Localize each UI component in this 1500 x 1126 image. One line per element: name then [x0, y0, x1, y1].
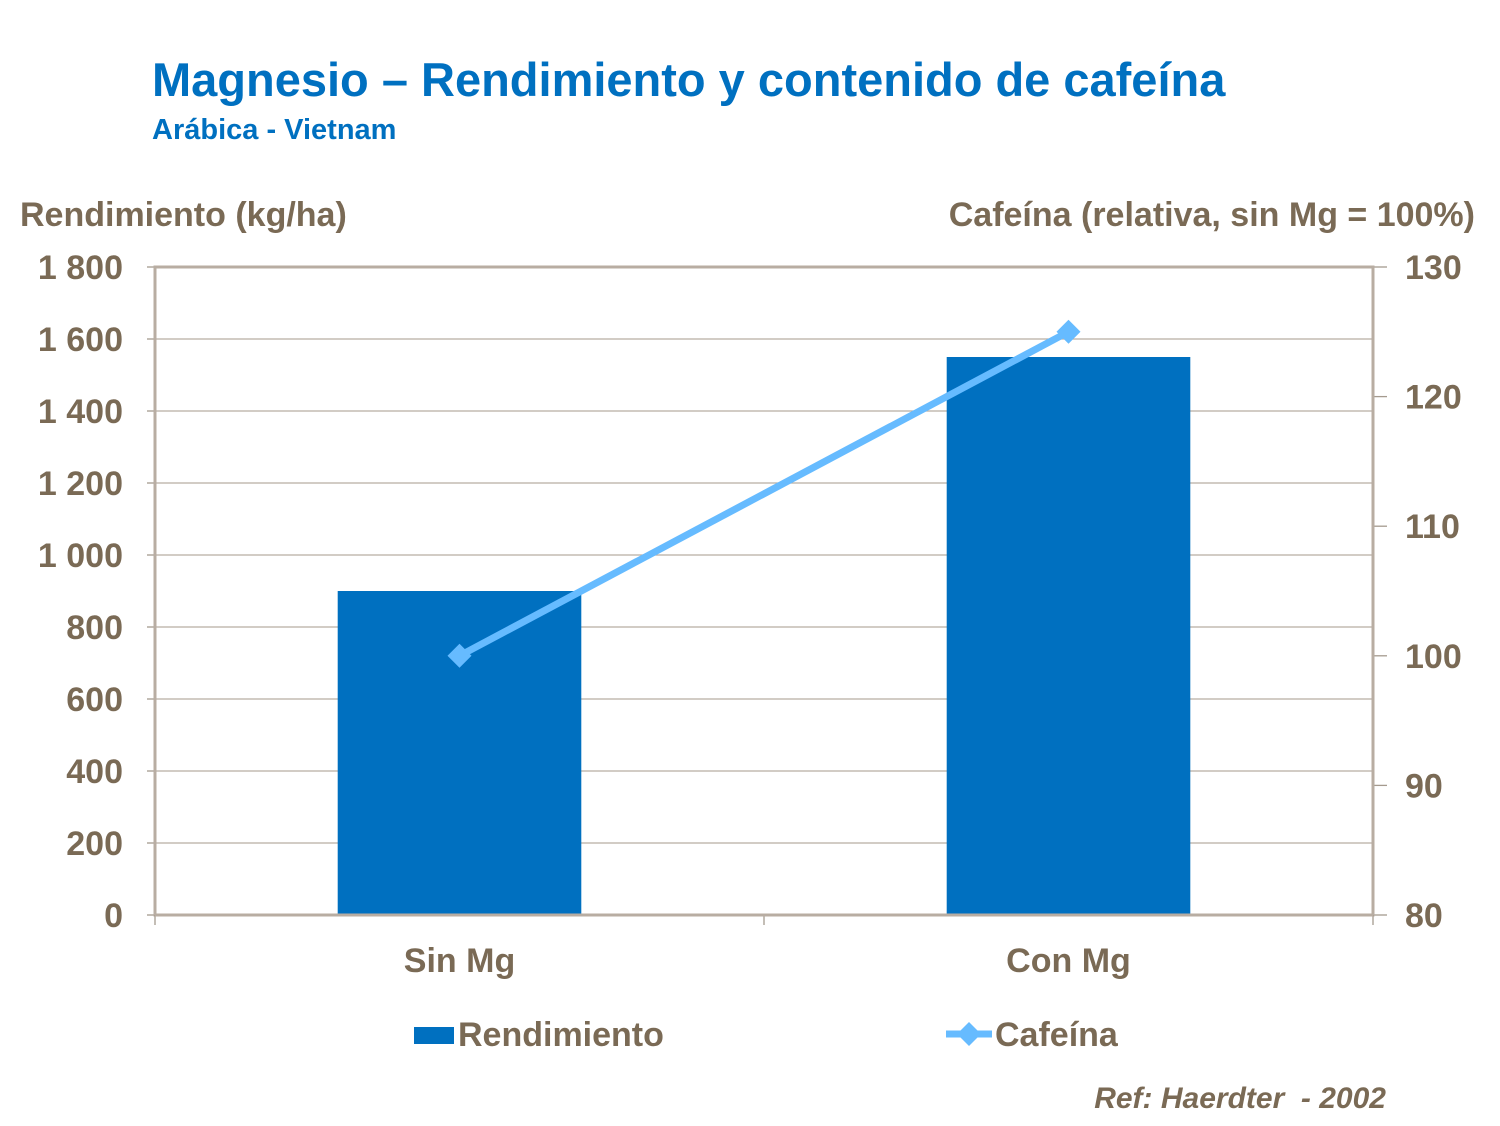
y-tick-label: 1 200	[38, 465, 123, 503]
y-right-tick-label: 80	[1405, 897, 1443, 935]
source-reference: Ref: Haerdter - 2002	[1094, 1082, 1386, 1115]
chart-title: Magnesio – Rendimiento y contenido de ca…	[152, 53, 1226, 106]
cafeina-marker	[1056, 319, 1081, 344]
legend-swatch-rendimiento	[414, 1027, 454, 1044]
y-tick-label: 400	[66, 753, 123, 791]
y-tick-label: 0	[104, 897, 123, 935]
y-right-tick-label: 90	[1405, 767, 1443, 805]
y-tick-label: 1 000	[38, 537, 123, 575]
y-right-tick-label: 120	[1405, 379, 1462, 417]
x-tick-label: Con Mg	[1006, 942, 1131, 980]
legend-label-rendimiento: Rendimiento	[458, 1016, 664, 1054]
y-tick-label: 1 600	[38, 321, 123, 359]
y-tick-label: 800	[66, 609, 123, 647]
y-tick-label: 1 400	[38, 393, 123, 431]
x-tick-label: Sin Mg	[404, 942, 515, 980]
y-right-tick-label: 100	[1405, 638, 1462, 676]
y-right-tick-label: 110	[1405, 508, 1460, 546]
y-tick-label: 1 800	[38, 249, 123, 287]
legend-marker-cafeina	[957, 1022, 981, 1046]
y-axis-title: Rendimiento (kg/ha)	[20, 196, 347, 234]
y-tick-label: 600	[66, 681, 123, 719]
bar-con-mg	[946, 357, 1191, 915]
chart-subtitle: Arábica - Vietnam	[152, 114, 397, 146]
bar-sin-mg	[337, 591, 582, 915]
y-right-tick-label: 130	[1405, 249, 1462, 287]
cafeina-line	[457, 328, 1071, 659]
legend-label-cafeina: Cafeína	[995, 1016, 1119, 1054]
cafeina-marker	[447, 643, 472, 668]
y-right-axis-title: Cafeína (relativa, sin Mg = 100%)	[949, 196, 1475, 234]
y-tick-label: 200	[66, 825, 123, 863]
